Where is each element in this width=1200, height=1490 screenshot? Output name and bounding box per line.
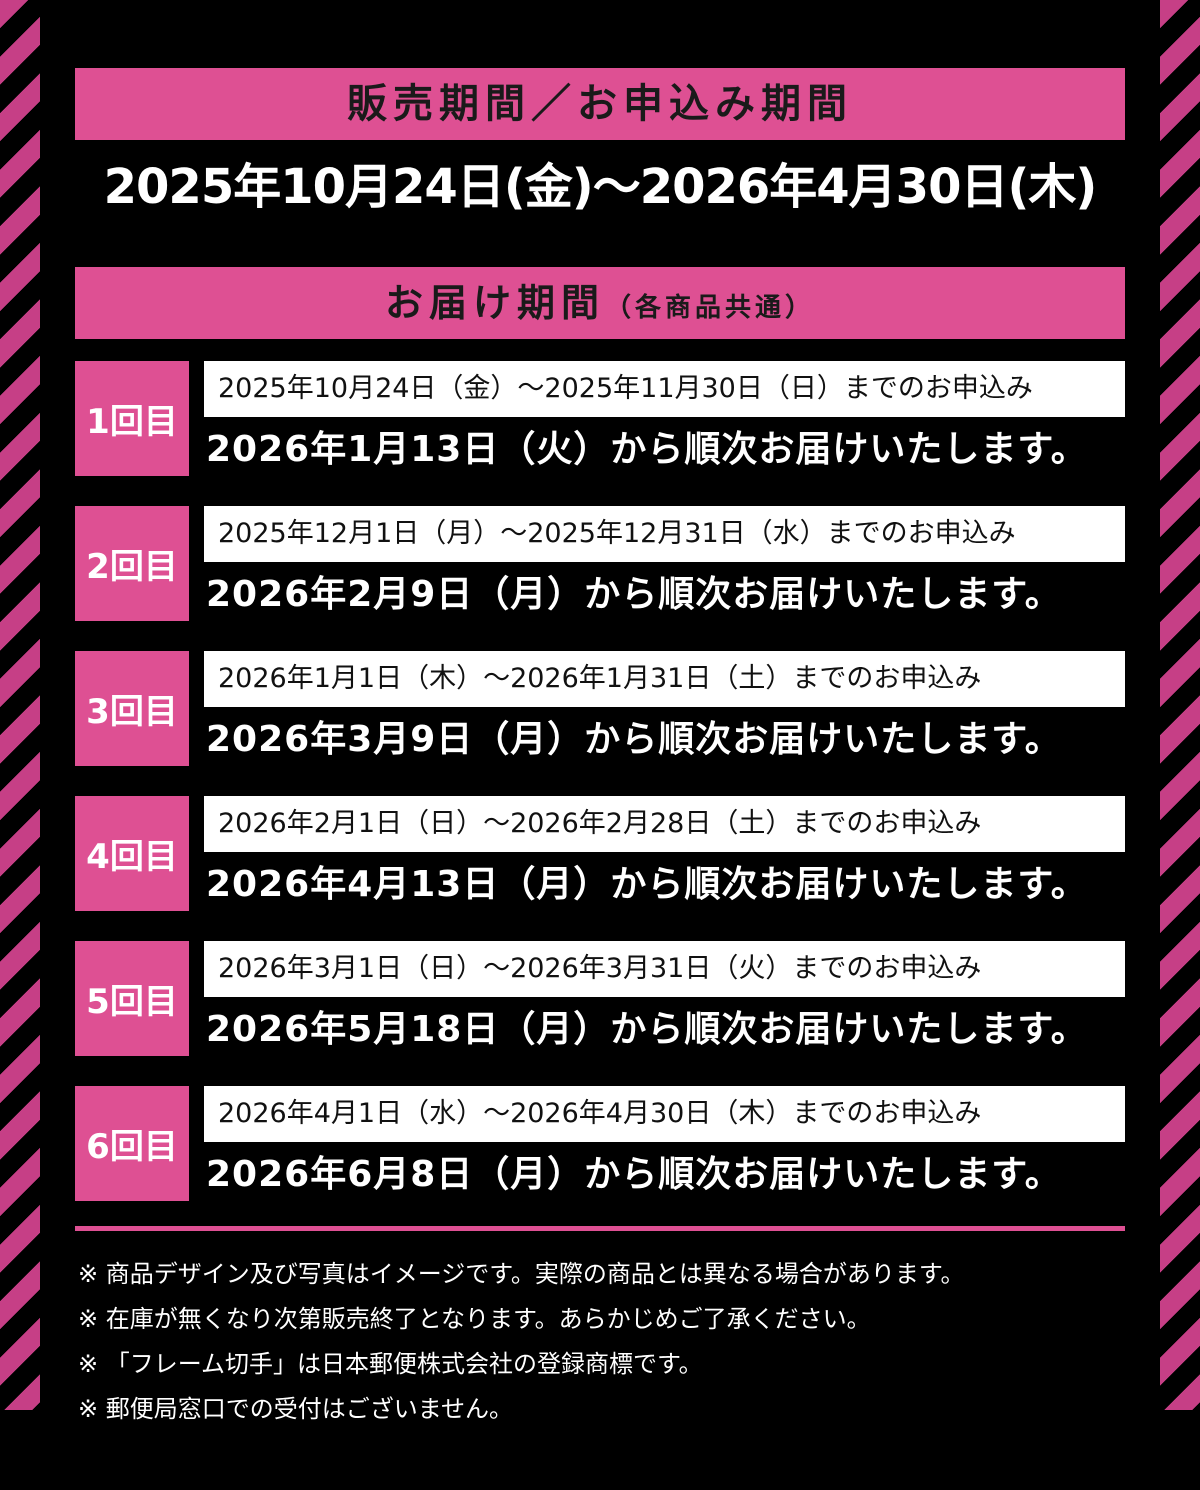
delivery-heading-label: お届け期間 — [384, 281, 605, 325]
delivery-round-badge: 5回目 — [75, 941, 189, 1056]
delivery-period-heading: お届け期間（各商品共通） — [75, 267, 1125, 339]
application-period: 2026年4月1日（水）〜2026年4月30日（木）までのお申込み — [204, 1086, 1125, 1142]
delivery-row: 4回目 2026年2月1日（日）〜2026年2月28日（土）までのお申込み 20… — [75, 796, 1125, 911]
notes-list: ※ 商品デザイン及び写真はイメージです。実際の商品とは異なる場合があります。 ※… — [78, 1252, 1128, 1432]
delivery-row: 5回目 2026年3月1日（日）〜2026年3月31日（火）までのお申込み 20… — [75, 941, 1125, 1056]
delivery-round-badge: 6回目 — [75, 1086, 189, 1201]
delivery-round-badge: 4回目 — [75, 796, 189, 911]
sales-period-dates: 2025年10月24日(金)〜2026年4月30日(木) — [103, 159, 1098, 215]
right-stripe-decoration — [1160, 0, 1200, 1410]
delivery-start-date: 2026年3月9日（月）から順次お届けいたします。 — [206, 719, 1062, 760]
sales-period-heading: 販売期間／お申込み期間 — [75, 68, 1125, 140]
delivery-heading-note: （各商品共通） — [605, 293, 816, 323]
delivery-row: 3回目 2026年1月1日（木）〜2026年1月31日（土）までのお申込み 20… — [75, 651, 1125, 766]
main-content: 販売期間／お申込み期間 2025年10月24日(金)〜2026年4月30日(木)… — [75, 68, 1125, 1231]
note-item: ※ 「フレーム切手」は日本郵便株式会社の登録商標です。 — [78, 1350, 703, 1378]
application-period: 2025年12月1日（月）〜2025年12月31日（水）までのお申込み — [204, 506, 1125, 562]
section-divider — [75, 1226, 1125, 1231]
application-period: 2026年2月1日（日）〜2026年2月28日（土）までのお申込み — [204, 796, 1125, 852]
application-period: 2026年3月1日（日）〜2026年3月31日（火）までのお申込み — [204, 941, 1125, 997]
note-item: ※ 商品デザイン及び写真はイメージです。実際の商品とは異なる場合があります。 — [78, 1260, 965, 1288]
delivery-start-date: 2026年4月13日（月）から順次お届けいたします。 — [206, 864, 1088, 905]
delivery-start-date: 2026年5月18日（月）から順次お届けいたします。 — [206, 1009, 1088, 1050]
application-period: 2026年1月1日（木）〜2026年1月31日（土）までのお申込み — [204, 651, 1125, 707]
delivery-row: 6回目 2026年4月1日（水）〜2026年4月30日（木）までのお申込み 20… — [75, 1086, 1125, 1201]
left-stripe-decoration — [0, 0, 40, 1410]
delivery-row: 2回目 2025年12月1日（月）〜2025年12月31日（水）までのお申込み … — [75, 506, 1125, 621]
delivery-start-date: 2026年1月13日（火）から順次お届けいたします。 — [206, 429, 1088, 470]
delivery-schedule: 1回目 2025年10月24日（金）〜2025年11月30日（日）までのお申込み… — [75, 361, 1125, 1201]
delivery-round-badge: 2回目 — [75, 506, 189, 621]
delivery-round-badge: 1回目 — [75, 361, 189, 476]
note-item: ※ 郵便局窓口での受付はございません。 — [78, 1395, 514, 1423]
delivery-row: 1回目 2025年10月24日（金）〜2025年11月30日（日）までのお申込み… — [75, 361, 1125, 476]
delivery-start-date: 2026年6月8日（月）から順次お届けいたします。 — [206, 1154, 1062, 1195]
note-item: ※ 在庫が無くなり次第販売終了となります。あらかじめご了承ください。 — [78, 1305, 871, 1333]
delivery-start-date: 2026年2月9日（月）から順次お届けいたします。 — [206, 574, 1062, 615]
delivery-round-badge: 3回目 — [75, 651, 189, 766]
application-period: 2025年10月24日（金）〜2025年11月30日（日）までのお申込み — [204, 361, 1125, 417]
